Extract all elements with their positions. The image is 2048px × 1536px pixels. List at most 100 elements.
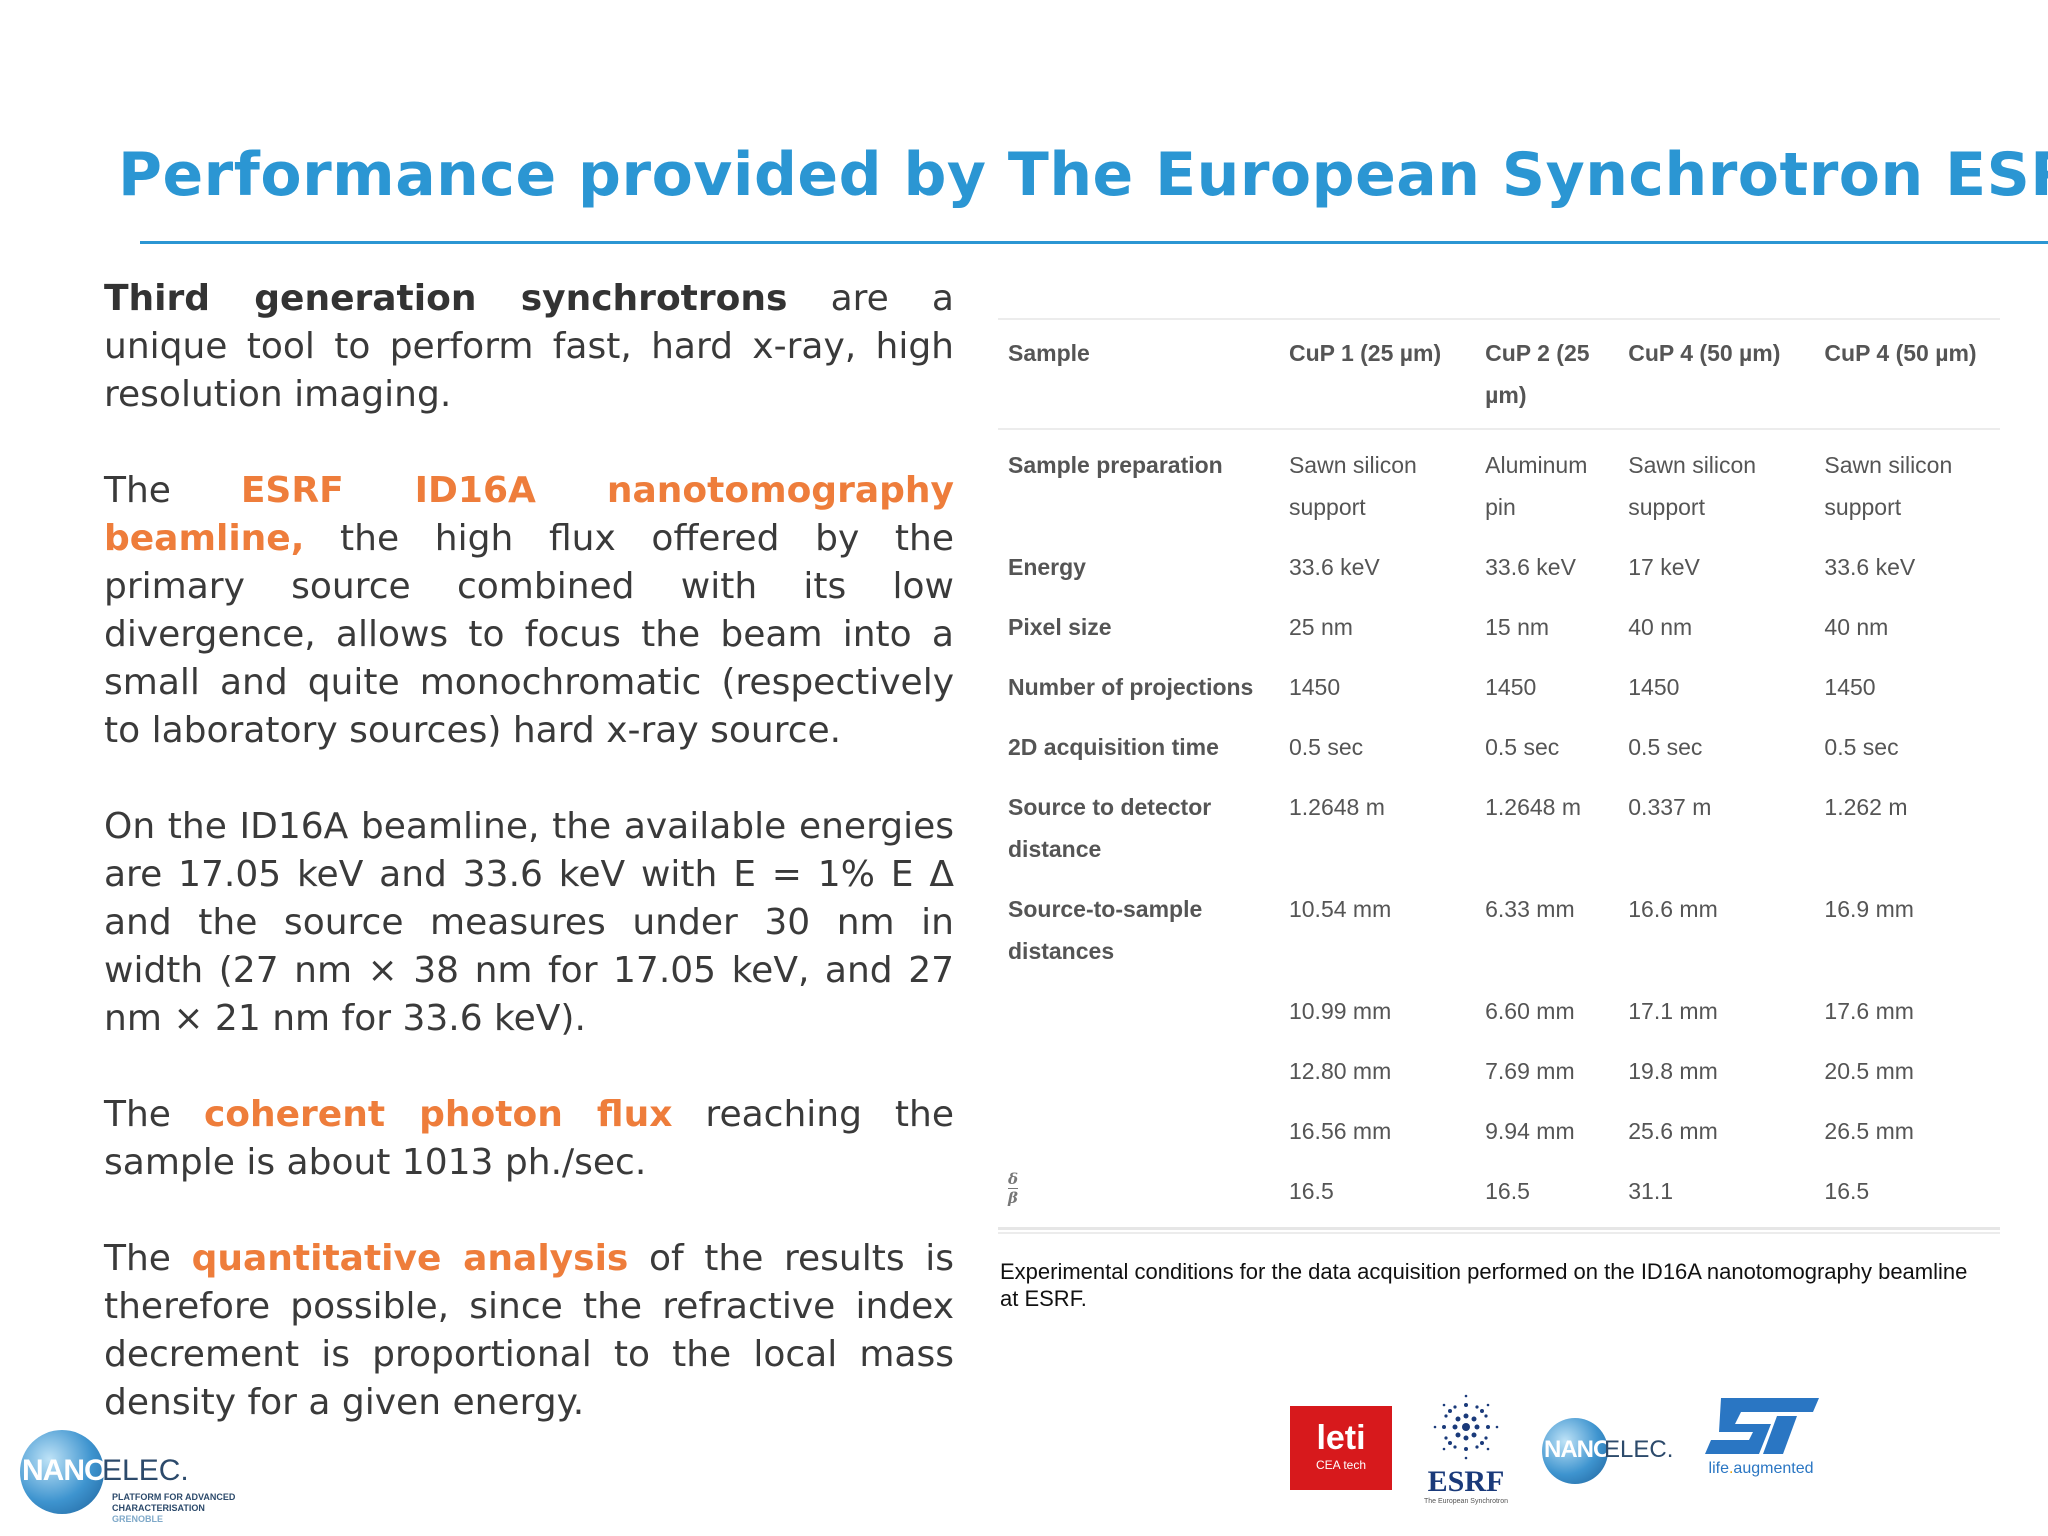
table-row: 12.80 mm 7.69 mm 19.8 mm 20.5 mm bbox=[998, 1048, 2000, 1108]
table-cell: 10.99 mm bbox=[1288, 998, 1392, 1024]
logo-text: NANO bbox=[1544, 1436, 1612, 1463]
strong-text: Third generation synchrotrons bbox=[104, 278, 788, 319]
table-cell: 0.5 sec bbox=[1824, 734, 1899, 760]
table-row: Source to detector distance 1.2648 m 1.264… bbox=[998, 784, 2000, 886]
table-row: 2D acquisition time 0.5 sec 0.5 sec 0.5 sec… bbox=[998, 724, 2000, 784]
highlight-analysis: quantitative analysis bbox=[191, 1238, 629, 1279]
paragraph-analysis: The quantitative analysis of the results… bbox=[104, 1235, 954, 1427]
paragraph-beamline: The ESRF ID16A nanotomography beamline, … bbox=[104, 467, 954, 755]
table-row: Pixel size 25 nm 15 nm 40 nm 40 nm bbox=[998, 604, 2000, 664]
table-cell: 33.6 keV bbox=[1824, 554, 1916, 580]
row-header: Source to detector distance bbox=[1008, 794, 1212, 862]
paragraph-flux: The coherent photon flux reaching the sa… bbox=[104, 1091, 954, 1187]
paragraph-text: are a unique tool to perform fast, hard … bbox=[104, 278, 954, 415]
logo-text: ELEC. bbox=[1604, 1436, 1674, 1463]
column-header: CuP 2 (25 µm) bbox=[1485, 340, 1590, 408]
table-cell: 10.54 mm bbox=[1288, 896, 1392, 922]
page-title: Performance provided by The European Syn… bbox=[118, 140, 2048, 210]
esrf-dots-icon bbox=[1433, 1394, 1499, 1460]
intro-text: Third generation synchrotrons are a uniq… bbox=[104, 275, 954, 1475]
table-row: 10.99 mm 6.60 mm 17.1 mm 17.6 mm bbox=[998, 988, 2000, 1048]
table-cell: 19.8 mm bbox=[1628, 1058, 1718, 1084]
nanoelec-logo: NANO ELEC. PLATFORM FOR ADVANCED CHARACT… bbox=[18, 1426, 258, 1526]
table-cell: 20.5 mm bbox=[1824, 1058, 1914, 1084]
table-row: Energy 33.6 keV 33.6 keV 17 keV 33.6 keV bbox=[998, 544, 2000, 604]
highlight-beamline: ESRF ID16A nanotomography beamline, bbox=[104, 470, 954, 559]
table-cell: 40 nm bbox=[1628, 614, 1693, 640]
table-caption: Experimental conditions for the data acq… bbox=[1000, 1259, 1968, 1311]
table-cell: 16.5 bbox=[1824, 1178, 1870, 1204]
row-header: Source-to-sample distances bbox=[1008, 896, 1203, 964]
logo-text: ELEC. bbox=[102, 1454, 189, 1487]
logo-text: NANO bbox=[22, 1454, 107, 1487]
row-header bbox=[998, 1108, 1279, 1168]
table-row: Number of projections 1450 1450 1450 1450 bbox=[998, 664, 2000, 724]
table-cell: 25 nm bbox=[1288, 614, 1353, 640]
st-tagline-dot: . bbox=[1728, 1460, 1734, 1477]
st-tagline-text: life bbox=[1708, 1460, 1729, 1477]
esrf-logo: ESRF The European Synchrotron bbox=[1416, 1392, 1516, 1505]
table-cell: 1450 bbox=[1288, 674, 1341, 700]
fraction-numerator: δ bbox=[1008, 1170, 1019, 1189]
table-cell: 7.69 mm bbox=[1485, 1058, 1575, 1084]
logo-text: CEA tech bbox=[1315, 1458, 1367, 1472]
fraction-denominator: β bbox=[1008, 1189, 1018, 1207]
logo-subtitle: PLATFORM FOR ADVANCED CHARACTERISATION G… bbox=[112, 1492, 235, 1525]
table-cell: 0.5 sec bbox=[1288, 734, 1364, 760]
table-cell: 17.1 mm bbox=[1628, 998, 1718, 1024]
row-header: Pixel size bbox=[1008, 614, 1112, 640]
logo-text: The European Synchrotron bbox=[1423, 1498, 1509, 1505]
highlight-flux: coherent photon flux bbox=[203, 1094, 673, 1135]
paragraph-generation: Third generation synchrotrons are a uniq… bbox=[104, 275, 954, 419]
row-header: 2D acquisition time bbox=[1008, 734, 1219, 760]
nanoelec-logo: NANO ELEC. bbox=[1540, 1412, 1674, 1492]
logo-subtitle-line: GRENOBLE bbox=[112, 1514, 164, 1524]
table-cell: Aluminum pin bbox=[1485, 452, 1588, 520]
table-cell: 1.2648 m bbox=[1485, 794, 1582, 820]
table-cell: 17.6 mm bbox=[1824, 998, 1914, 1024]
paragraph-energies: On the ID16A beamline, the available ene… bbox=[104, 806, 954, 1039]
st-mark-icon bbox=[1705, 1398, 1819, 1454]
column-header: Sample bbox=[1008, 340, 1090, 366]
table-cell: 0.5 sec bbox=[1485, 734, 1560, 760]
table-cell: 31.1 bbox=[1628, 1178, 1674, 1204]
table-cell: 16.5 bbox=[1485, 1178, 1530, 1204]
logo-subtitle-line: CHARACTERISATION bbox=[112, 1503, 205, 1513]
table-cell: 40 nm bbox=[1824, 614, 1889, 640]
globe-icon bbox=[20, 1430, 104, 1514]
globe-icon bbox=[1542, 1418, 1608, 1484]
row-header bbox=[998, 1048, 1279, 1108]
table-cell: 1.2648 m bbox=[1288, 794, 1385, 820]
row-header: Sample preparation bbox=[1008, 452, 1223, 478]
table-cell: 16.5 bbox=[1288, 1178, 1334, 1204]
st-tagline: life.augmented bbox=[1694, 1460, 1828, 1478]
table-cell: 9.94 mm bbox=[1485, 1118, 1575, 1144]
conditions-table: Sample CuP 1 (25 µm) CuP 2 (25 µm) CuP 4… bbox=[998, 318, 2000, 1234]
table-cell: 0.337 m bbox=[1628, 794, 1712, 820]
table-cell: 1450 bbox=[1485, 674, 1537, 700]
table-cell: 17 keV bbox=[1628, 554, 1700, 580]
row-header: Energy bbox=[1008, 554, 1086, 580]
column-header: CuP 4 (50 µm) bbox=[1824, 340, 1977, 366]
table-row: Sample preparation Sawn silicon support Al… bbox=[998, 429, 2000, 544]
table-cell: 1.262 m bbox=[1824, 794, 1908, 820]
logo-subtitle-line: PLATFORM FOR ADVANCED bbox=[112, 1492, 236, 1502]
row-header: Number of projections bbox=[1008, 674, 1254, 700]
table-cell: 12.80 mm bbox=[1288, 1058, 1392, 1084]
row-header bbox=[998, 988, 1279, 1048]
paragraph-text: The bbox=[104, 470, 241, 511]
paragraph-text: the high flux offered by the primary sou… bbox=[104, 518, 954, 751]
table-cell: 1450 bbox=[1824, 674, 1876, 700]
table-cell: 16.9 mm bbox=[1824, 896, 1914, 922]
table-body: Sample preparation Sawn silicon support Al… bbox=[998, 429, 2000, 1233]
table-bottom-divider bbox=[998, 1227, 2000, 1230]
table-cell: 25.6 mm bbox=[1628, 1118, 1718, 1144]
st-tagline-text: augmented bbox=[1733, 1460, 1814, 1477]
logo-text: leti bbox=[1316, 1419, 1366, 1457]
table-cell: 6.33 mm bbox=[1485, 896, 1575, 922]
column-header: CuP 4 (50 µm) bbox=[1628, 340, 1781, 366]
table-cell: 16.6 mm bbox=[1628, 896, 1718, 922]
